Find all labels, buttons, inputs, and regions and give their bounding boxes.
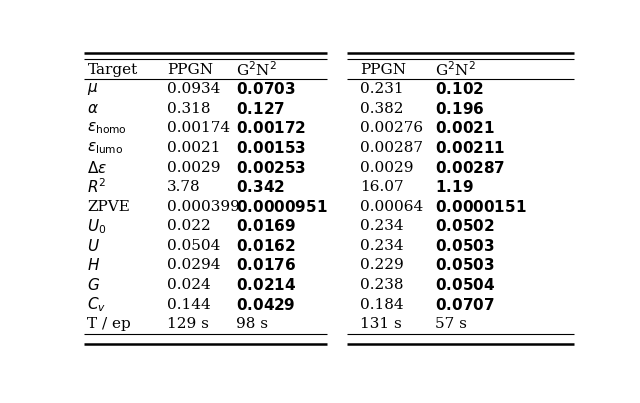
- Text: $\mathbf{0.0176}$: $\mathbf{0.0176}$: [236, 258, 296, 273]
- Text: $\mathbf{0.00253}$: $\mathbf{0.00253}$: [236, 160, 307, 176]
- Text: $R^2$: $R^2$: [88, 178, 107, 197]
- Text: 0.184: 0.184: [360, 297, 404, 312]
- Text: $\epsilon_{\mathrm{homo}}$: $\epsilon_{\mathrm{homo}}$: [88, 120, 127, 136]
- Text: $\mathbf{0.102}$: $\mathbf{0.102}$: [435, 81, 484, 97]
- Text: G$^2$N$^2$: G$^2$N$^2$: [236, 61, 277, 79]
- Text: $\mathbf{0.0429}$: $\mathbf{0.0429}$: [236, 297, 296, 312]
- Text: 0.229: 0.229: [360, 258, 404, 272]
- Text: T / ep: T / ep: [88, 317, 131, 331]
- Text: 0.00174: 0.00174: [167, 121, 230, 135]
- Text: $\mathbf{0.0169}$: $\mathbf{0.0169}$: [236, 218, 296, 234]
- Text: 0.238: 0.238: [360, 278, 404, 292]
- Text: $\mathbf{0.0214}$: $\mathbf{0.0214}$: [236, 277, 296, 293]
- Text: 0.318: 0.318: [167, 102, 211, 116]
- Text: 16.07: 16.07: [360, 180, 404, 194]
- Text: $\mathbf{0.0000151}$: $\mathbf{0.0000151}$: [435, 199, 526, 215]
- Text: 0.0504: 0.0504: [167, 239, 220, 253]
- Text: $\alpha$: $\alpha$: [88, 102, 99, 116]
- Text: $\mathbf{0.0503}$: $\mathbf{0.0503}$: [435, 238, 494, 254]
- Text: 57 s: 57 s: [435, 317, 467, 331]
- Text: 0.000399: 0.000399: [167, 200, 239, 214]
- Text: $\mathbf{0.0504}$: $\mathbf{0.0504}$: [435, 277, 495, 293]
- Text: $\mathbf{1.19}$: $\mathbf{1.19}$: [435, 179, 474, 195]
- Text: 0.234: 0.234: [360, 239, 404, 253]
- Text: $U$: $U$: [88, 238, 100, 254]
- Text: Target: Target: [88, 63, 138, 77]
- Text: $\mathbf{0.0502}$: $\mathbf{0.0502}$: [435, 218, 494, 234]
- Text: 0.0294: 0.0294: [167, 258, 220, 272]
- Text: $\Delta\epsilon$: $\Delta\epsilon$: [88, 160, 108, 176]
- Text: 0.144: 0.144: [167, 297, 211, 312]
- Text: 0.382: 0.382: [360, 102, 404, 116]
- Text: $\mathbf{0.00172}$: $\mathbf{0.00172}$: [236, 120, 307, 137]
- Text: 0.00064: 0.00064: [360, 200, 424, 214]
- Text: $\mathbf{0.0162}$: $\mathbf{0.0162}$: [236, 238, 296, 254]
- Text: $\mathbf{0.196}$: $\mathbf{0.196}$: [435, 101, 484, 117]
- Text: $\mathbf{0.0707}$: $\mathbf{0.0707}$: [435, 297, 494, 312]
- Text: PPGN: PPGN: [360, 63, 406, 77]
- Text: $H$: $H$: [88, 258, 100, 273]
- Text: $\mathbf{0.00287}$: $\mathbf{0.00287}$: [435, 160, 505, 176]
- Text: ZPVE: ZPVE: [88, 200, 131, 214]
- Text: 0.0021: 0.0021: [167, 141, 220, 155]
- Text: $\mathbf{0.00153}$: $\mathbf{0.00153}$: [236, 140, 307, 156]
- Text: 0.231: 0.231: [360, 82, 404, 96]
- Text: $\mathbf{0.00211}$: $\mathbf{0.00211}$: [435, 140, 505, 156]
- Text: $U_0$: $U_0$: [88, 217, 107, 236]
- Text: $\mathbf{0.0021}$: $\mathbf{0.0021}$: [435, 120, 494, 137]
- Text: $\mathbf{0.342}$: $\mathbf{0.342}$: [236, 179, 285, 195]
- Text: $C_v$: $C_v$: [88, 295, 106, 314]
- Text: 0.234: 0.234: [360, 219, 404, 233]
- Text: 129 s: 129 s: [167, 317, 209, 331]
- Text: $\mu$: $\mu$: [88, 81, 99, 97]
- Text: $\mathbf{0.0703}$: $\mathbf{0.0703}$: [236, 81, 296, 97]
- Text: 0.0029: 0.0029: [360, 160, 413, 174]
- Text: $\mathbf{0.0503}$: $\mathbf{0.0503}$: [435, 258, 494, 273]
- Text: 3.78: 3.78: [167, 180, 200, 194]
- Text: 0.0029: 0.0029: [167, 160, 220, 174]
- Text: 131 s: 131 s: [360, 317, 402, 331]
- Text: PPGN: PPGN: [167, 63, 212, 77]
- Text: $\epsilon_{\mathrm{lumo}}$: $\epsilon_{\mathrm{lumo}}$: [88, 140, 124, 156]
- Text: 0.0934: 0.0934: [167, 82, 220, 96]
- Text: 0.00276: 0.00276: [360, 121, 424, 135]
- Text: 98 s: 98 s: [236, 317, 268, 331]
- Text: 0.022: 0.022: [167, 219, 211, 233]
- Text: $\mathbf{0.0000951}$: $\mathbf{0.0000951}$: [236, 199, 328, 215]
- Text: $\mathbf{0.127}$: $\mathbf{0.127}$: [236, 101, 285, 117]
- Text: $G$: $G$: [88, 277, 100, 293]
- Text: 0.024: 0.024: [167, 278, 211, 292]
- Text: G$^2$N$^2$: G$^2$N$^2$: [435, 61, 476, 79]
- Text: 0.00287: 0.00287: [360, 141, 423, 155]
